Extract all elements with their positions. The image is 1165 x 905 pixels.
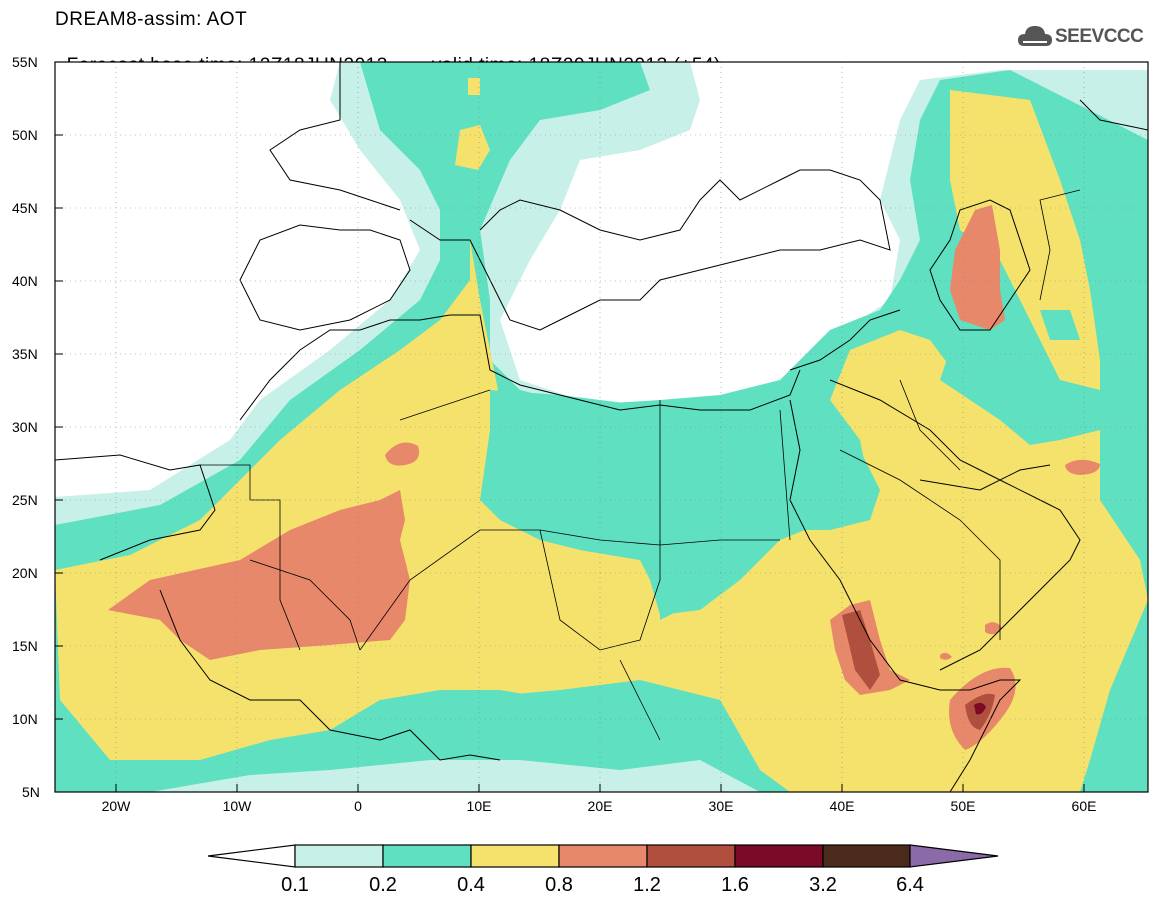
- colorbar-segment: [734, 844, 824, 868]
- colorbar-label: 0.2: [369, 874, 397, 896]
- colorbar-segment: [558, 844, 648, 868]
- colorbar-label: 1.6: [721, 874, 749, 896]
- colorbar-label: 6.4: [896, 874, 924, 896]
- lat-label: 50N: [12, 127, 38, 143]
- aot-band-0.2-iran: [940, 310, 1080, 445]
- lat-label: 10N: [12, 711, 38, 727]
- lon-label: 30E: [709, 798, 734, 814]
- aot-band-0.8-sahara: [108, 490, 410, 660]
- aot-band-0.8-blob: [385, 442, 420, 466]
- lon-label: 20W: [102, 798, 132, 814]
- aot-band-0.8-caspian: [950, 205, 1005, 330]
- lon-label: 10W: [223, 798, 253, 814]
- colorbar-segment: [382, 844, 472, 868]
- colorbar-label: 0.8: [545, 874, 573, 896]
- lat-label: 5N: [22, 784, 40, 800]
- aot-band-0.4-europe: [455, 78, 490, 170]
- logo-text: SEEVCCC: [1055, 26, 1144, 47]
- colorbar: [207, 844, 999, 868]
- colorbar-segment: [294, 844, 384, 868]
- lat-label: 35N: [12, 346, 38, 362]
- colorbar-segment: [470, 844, 560, 868]
- colorbar-segment: [822, 844, 911, 868]
- coastlines: [55, 62, 1148, 792]
- colorbar-label: 3.2: [809, 874, 837, 896]
- lat-labels: 55N 50N 45N 40N 35N 30N 25N 20N 15N 10N …: [12, 54, 40, 800]
- aot-band-0.2-libya: [480, 390, 880, 615]
- lat-label: 25N: [12, 492, 38, 508]
- lat-label: 15N: [12, 638, 38, 654]
- colorbar-labels: 0.1 0.2 0.4 0.8 1.2 1.6 3.2 6.4: [281, 874, 924, 896]
- aot-band-0.8-gulf: [1065, 459, 1100, 475]
- aot-contours: [55, 62, 1148, 792]
- lon-label: 20E: [588, 798, 613, 814]
- lat-label: 55N: [12, 54, 38, 70]
- lon-label: 60E: [1072, 798, 1097, 814]
- aot-band-1.6: [974, 702, 986, 715]
- aot-band-1.2-redsea: [842, 610, 880, 690]
- lat-label: 45N: [12, 200, 38, 216]
- gridlines: [55, 62, 1148, 792]
- lon-label: 50E: [951, 798, 976, 814]
- lat-label: 30N: [12, 419, 38, 435]
- seevccc-logo: SEEVCCC: [1017, 22, 1157, 56]
- colorbar-label: 1.2: [633, 874, 661, 896]
- aot-band-0.2-africa-south: [380, 690, 760, 770]
- aot-band-0.8-spot: [940, 622, 1002, 660]
- lon-label: 40E: [830, 798, 855, 814]
- lon-label: 0: [354, 798, 362, 814]
- colorbar-upper-arrow: [909, 844, 999, 868]
- colorbar-segment: [646, 844, 736, 868]
- map-title: DREAM8-assim: AOT: [55, 9, 248, 30]
- colorbar-label: 0.4: [457, 874, 485, 896]
- colorbar-label: 0.1: [281, 874, 309, 896]
- cloud-icon: [1018, 26, 1052, 46]
- axis-ticks: [55, 61, 1085, 793]
- lat-label: 20N: [12, 565, 38, 581]
- lon-label: 10E: [467, 798, 492, 814]
- colorbar-lower-arrow: [207, 844, 296, 868]
- lat-label: 40N: [12, 273, 38, 289]
- lon-labels: 20W 10W 0 10E 20E 30E 40E 50E 60E: [102, 798, 1097, 814]
